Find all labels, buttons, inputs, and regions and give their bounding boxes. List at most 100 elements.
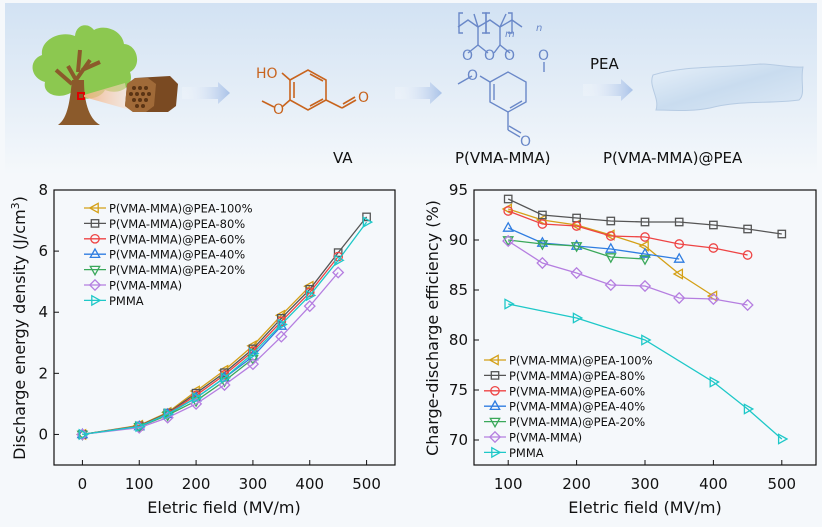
legend-label: P(VMA-MMA)@PEA-100% [109, 202, 253, 216]
data-point [674, 239, 685, 249]
zoom-beam [84, 83, 130, 110]
data-point [134, 421, 145, 432]
data-point [672, 268, 684, 280]
data-point [709, 376, 720, 388]
data-point [78, 430, 87, 439]
series-line [508, 239, 646, 260]
data-point [640, 217, 650, 227]
legend-marker [488, 430, 502, 444]
legend-label: P(VMA-MMA)@PEA-20% [109, 263, 245, 277]
y-tick-label: 90 [449, 231, 468, 249]
data-point [639, 247, 651, 258]
legend-marker [88, 278, 102, 292]
legend-item: PMMA [484, 446, 544, 460]
series-line [507, 240, 748, 306]
film-icon [651, 63, 804, 111]
polymer-subscript-n: n [536, 23, 542, 34]
data-point [504, 298, 515, 310]
data-point [248, 346, 258, 357]
legend-marker [488, 354, 499, 366]
y-tick-label: 8 [38, 181, 48, 199]
data-point [502, 236, 515, 247]
x-tick-label: 300 [239, 475, 268, 493]
data-point [570, 266, 583, 280]
y-tick-label: 2 [38, 364, 48, 382]
y-axis-label-superscript: 3 [9, 202, 22, 209]
series-p-vma-mma- [76, 266, 345, 441]
data-point [133, 421, 146, 434]
polymer-label: P(VMA-MMA) [455, 149, 550, 167]
x-tick-label: 0 [78, 475, 88, 493]
polymer-ester-oxygen-label-2: O [538, 48, 549, 64]
polymer-ester-oxygen-label: O [484, 48, 495, 64]
data-point [362, 216, 374, 228]
legend-item: P(VMA-MMA)@PEA-100% [484, 354, 653, 368]
y-tick-label: 4 [38, 303, 48, 321]
series-p-vma-mma-pea-80- [503, 194, 787, 239]
series-line [82, 256, 339, 436]
data-point [570, 219, 581, 231]
data-point [709, 220, 718, 230]
data-point [502, 234, 515, 248]
arrow-icon [182, 82, 230, 104]
data-point [332, 266, 345, 279]
data-point [218, 378, 231, 392]
series-line [82, 216, 368, 436]
series-line [82, 272, 339, 436]
data-point [570, 242, 583, 253]
va-label: VA [333, 149, 353, 167]
data-point [334, 254, 345, 267]
data-point [218, 371, 231, 382]
series-line [82, 285, 311, 436]
data-point [161, 411, 174, 422]
data-point [190, 396, 202, 408]
series-pmma [504, 298, 789, 445]
data-point [162, 408, 173, 419]
data-point [673, 252, 686, 263]
plot-frame [473, 189, 817, 466]
series-line [507, 227, 680, 260]
data-point [777, 229, 787, 239]
x-tick-label: 400 [699, 475, 728, 493]
data-point [219, 370, 230, 380]
data-point [572, 213, 581, 223]
x-tick-label: 500 [352, 475, 381, 493]
data-point [275, 330, 288, 343]
data-point [277, 318, 288, 331]
polymer-aldehyde-oxygen-label: O [520, 134, 531, 150]
legend-marker [89, 265, 101, 277]
data-point [536, 240, 549, 251]
x-axis-label: Eletric field (MV/m) [147, 498, 300, 517]
data-point [135, 420, 146, 433]
data-point [133, 419, 146, 431]
data-point [78, 428, 89, 441]
va-hydroxyl-label: HO [256, 66, 278, 82]
x-tick-label: 200 [182, 475, 211, 493]
legend-label: P(VMA-MMA)@PEA-80% [109, 217, 245, 231]
series-line [82, 325, 282, 436]
legend-label: P(VMA-MMA)@PEA-20% [509, 415, 645, 429]
data-point [76, 430, 89, 441]
data-point [777, 433, 789, 445]
polymer-carbonyl-oxygen-label: O [462, 48, 473, 64]
y-tick-label: 6 [38, 242, 48, 260]
polymer-structure [457, 12, 545, 138]
data-point [333, 251, 344, 262]
legend-item: P(VMA-MMA)@PEA-60% [484, 384, 645, 398]
legend-item: P(VMA-MMA)@PEA-20% [484, 415, 645, 429]
data-point [741, 298, 754, 312]
data-point [305, 284, 315, 294]
data-point [503, 206, 514, 216]
discharge-energy-chart: 0 100 200 300 400 500 0 2 4 6 8 P(VMA-MMA)@PEA-10… [9, 181, 396, 517]
legend-item: P(VMA-MMA)@PEA-80% [484, 369, 645, 383]
data-point [743, 403, 755, 415]
data-point [604, 253, 617, 264]
data-point [161, 406, 172, 419]
data-point [707, 292, 720, 306]
legend-marker [90, 233, 100, 244]
data-point [161, 411, 174, 424]
legend-marker [489, 417, 501, 429]
data-point [305, 289, 317, 302]
series-p-vma-mma-pea-40- [76, 319, 288, 439]
data-point [572, 312, 584, 324]
